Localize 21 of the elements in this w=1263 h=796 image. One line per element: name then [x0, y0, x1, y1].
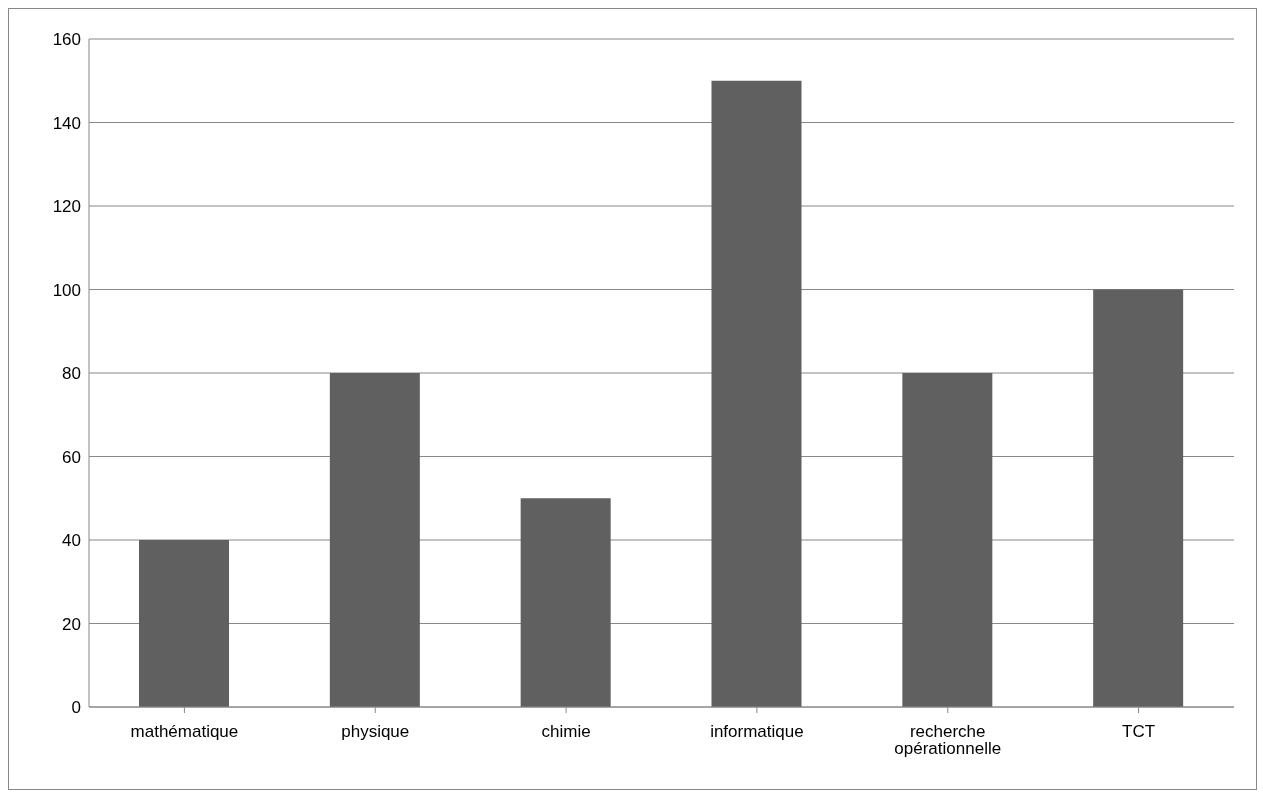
- y-tick-label: 160: [52, 30, 81, 50]
- x-tick-label: physique: [341, 722, 410, 742]
- bar: [139, 540, 229, 707]
- y-tick-label: 120: [52, 197, 81, 217]
- y-tick-label: 140: [52, 113, 81, 133]
- bar: [329, 373, 420, 707]
- y-tick-label: 40: [62, 531, 81, 551]
- x-tick-label: informatique: [710, 722, 804, 742]
- x-tick-label: mathématique: [130, 722, 239, 742]
- y-tick-label: 100: [52, 280, 81, 300]
- bar: [902, 373, 993, 707]
- x-tick-label: chimie: [541, 722, 591, 742]
- y-tick-label: 80: [62, 364, 81, 384]
- bar: [520, 498, 611, 707]
- y-tick-label: 60: [62, 447, 81, 467]
- x-tick-label: recherche opérationnelle: [894, 722, 1002, 759]
- bar: [1093, 289, 1184, 707]
- y-tick-label: 0: [71, 698, 81, 718]
- x-tick-label: TCT: [1122, 722, 1156, 742]
- y-tick-label: 20: [62, 614, 81, 634]
- bar: [711, 80, 802, 707]
